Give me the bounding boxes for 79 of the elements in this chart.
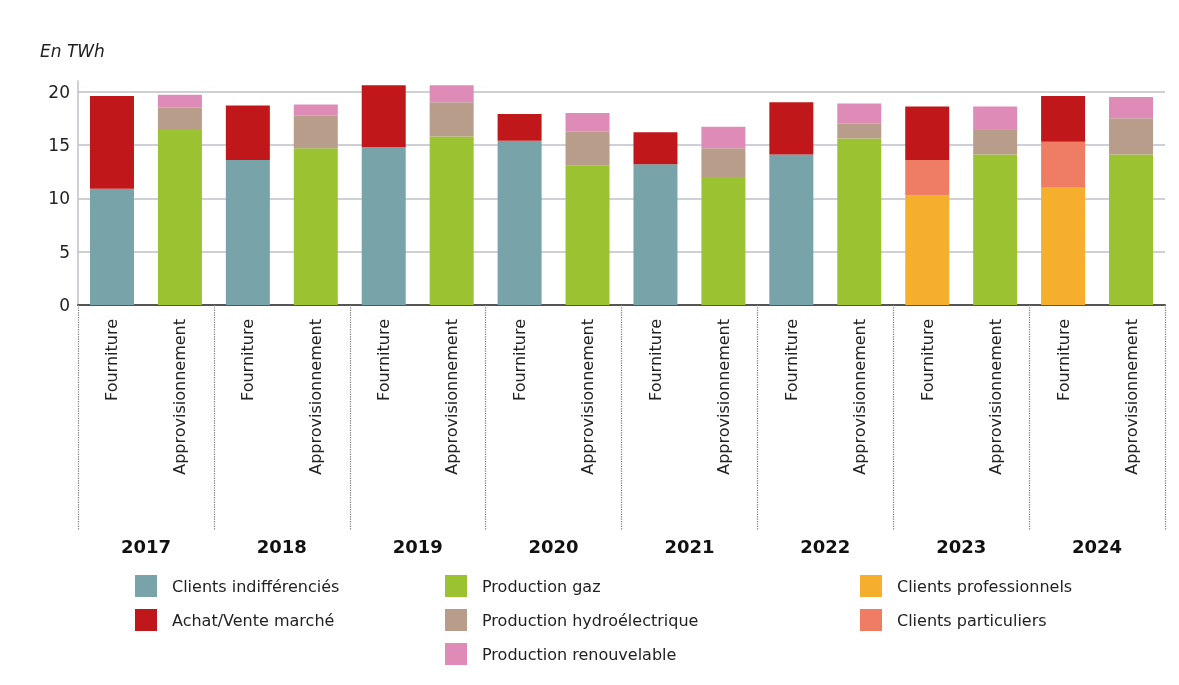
bar <box>225 105 270 160</box>
y-tick-label: 5 <box>59 241 70 262</box>
bar <box>905 195 950 305</box>
bar <box>837 138 882 305</box>
bar <box>565 131 610 166</box>
bar <box>837 103 882 124</box>
legend-label: Production hydroélectrique <box>482 610 699 630</box>
bar <box>429 102 474 137</box>
text: 2023 <box>936 535 987 557</box>
bar <box>973 154 1018 305</box>
text: 2024 <box>1072 535 1123 557</box>
bar <box>293 148 338 305</box>
bar <box>429 136 474 305</box>
bar <box>1109 97 1154 119</box>
bar <box>701 126 746 149</box>
x-tick-label: Fourniture <box>510 319 530 401</box>
x-tick-label: Approvisionnement <box>170 319 190 475</box>
legend-label: Production gaz <box>482 576 601 596</box>
text: 2018 <box>256 535 307 557</box>
bar <box>225 159 270 305</box>
x-tick-label: Approvisionnement <box>713 319 733 475</box>
x-tick-label: Fourniture <box>917 319 937 401</box>
bar <box>1041 95 1086 142</box>
bar <box>633 132 678 165</box>
bar <box>293 115 338 149</box>
bar <box>633 164 678 305</box>
bar <box>1109 154 1154 305</box>
y-tick-label: 0 <box>59 295 70 315</box>
bar <box>973 130 1018 155</box>
x-tick-label: Fourniture <box>781 319 801 401</box>
y-tick-label: 15 <box>48 135 70 155</box>
bar <box>157 107 202 131</box>
legend-label: Achat/Vente marché <box>172 610 335 630</box>
x-tick-label: Approvisionnement <box>1121 319 1141 475</box>
x-tick-label: Fourniture <box>645 319 665 401</box>
bar <box>157 130 202 305</box>
bar <box>293 104 338 116</box>
bar <box>701 177 746 305</box>
legend-label: Clients indifférenciés <box>172 576 340 596</box>
y-tick-label: 20 <box>48 81 70 102</box>
bar <box>1041 141 1086 188</box>
bar <box>361 85 406 148</box>
bar <box>769 154 814 305</box>
bar <box>701 148 746 177</box>
x-tick-label: Approvisionnement <box>985 319 1005 475</box>
bar <box>565 165 610 305</box>
bar <box>157 94 202 108</box>
y-tick-label: 10 <box>48 188 70 209</box>
legend-label: Production renouvelable <box>482 644 677 664</box>
x-tick-label: Fourniture <box>374 319 394 401</box>
bar <box>837 123 882 139</box>
x-tick-label: Approvisionnement <box>306 319 326 475</box>
bar <box>905 106 950 160</box>
bar <box>497 140 542 305</box>
bar <box>1041 187 1086 305</box>
y-axis-title: En TWh <box>40 40 105 61</box>
text: 2017 <box>120 535 171 557</box>
x-tick-label: Fourniture <box>238 319 258 401</box>
text: 2021 <box>664 535 715 557</box>
bar <box>429 85 474 103</box>
x-tick-label: Fourniture <box>1053 319 1073 401</box>
x-tick-label: Approvisionnement <box>849 319 869 475</box>
x-tick-label: Fourniture <box>102 319 122 401</box>
bar <box>565 113 610 132</box>
bar <box>497 114 542 141</box>
legend-label: Clients particuliers <box>897 610 1047 630</box>
bar <box>1109 118 1154 155</box>
bar <box>89 188 134 305</box>
x-tick-label: Approvisionnement <box>578 319 598 475</box>
bar <box>769 102 814 155</box>
text: 2020 <box>528 535 579 557</box>
text: 2022 <box>800 535 851 557</box>
bar <box>89 95 134 189</box>
bar <box>905 159 950 196</box>
bar <box>361 147 406 305</box>
legend-label: Clients professionnels <box>897 576 1073 596</box>
x-tick-label: Approvisionnement <box>442 319 462 475</box>
text: 2019 <box>392 535 443 557</box>
bar <box>973 106 1018 131</box>
